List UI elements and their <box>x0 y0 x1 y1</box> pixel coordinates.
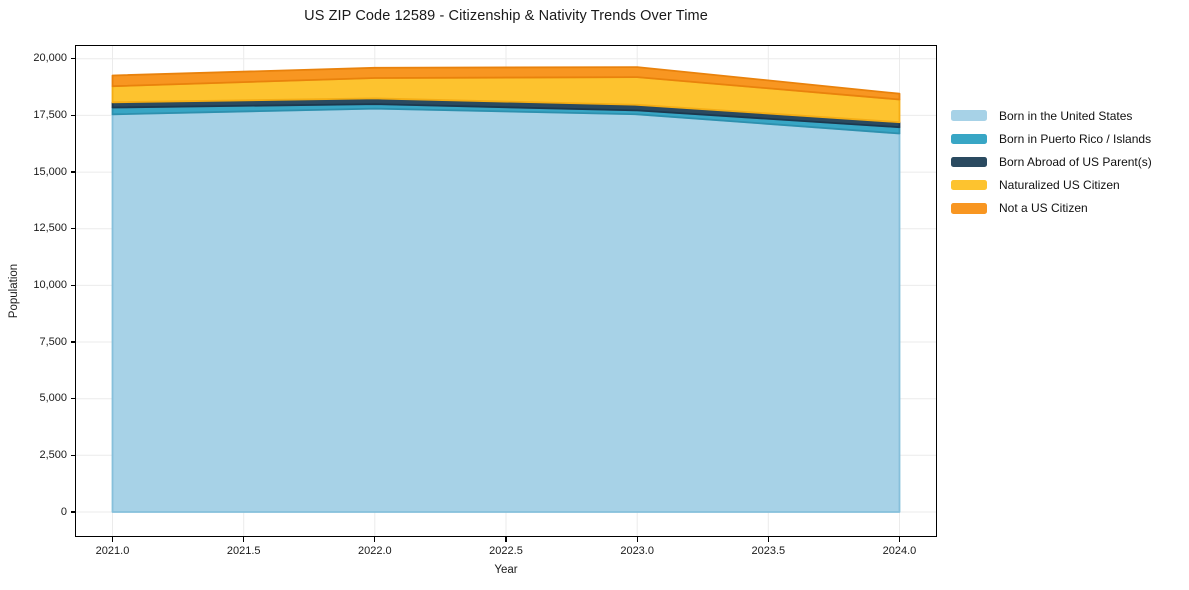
y-tick-label: 2,500 <box>39 448 67 461</box>
x-tick-label: 2022.0 <box>358 545 392 557</box>
area-not-a-us-citizen <box>111 66 901 101</box>
y-tick-mark <box>70 58 75 60</box>
legend-label: Naturalized US Citizen <box>999 178 1120 193</box>
legend-item-naturalized-us-citizen: Naturalized US Citizen <box>951 174 1152 197</box>
y-tick-label: 10,000 <box>33 278 67 291</box>
y-tick-mark <box>70 228 75 230</box>
x-tick-label: 2024.0 <box>882 545 917 557</box>
legend-item-born-abroad-of-us-parent-s: Born Abroad of US Parent(s) <box>951 150 1152 173</box>
y-tick-label: 5,000 <box>39 392 67 405</box>
x-tick-label: 2023.0 <box>620 545 654 557</box>
legend-item-born-in-puerto-rico-islands: Born in Puerto Rico / Islands <box>951 127 1152 150</box>
legend-label: Not a US Citizen <box>999 201 1088 216</box>
y-tick-label: 15,000 <box>33 165 67 178</box>
x-tick-mark <box>243 537 245 542</box>
y-axis-label: Population <box>8 263 20 319</box>
x-tick-mark <box>898 537 901 542</box>
legend: Born in the United States Born in Puerto … <box>951 104 1152 220</box>
x-tick-label: 2022.5 <box>489 545 523 557</box>
y-tick-mark <box>70 284 75 286</box>
stacked-area-chart <box>75 45 937 537</box>
y-tick-label: 17,500 <box>33 108 67 121</box>
x-tick-label: 2021.5 <box>226 545 261 557</box>
legend-swatch-icon <box>951 156 987 168</box>
y-tick-label: 7,500 <box>39 335 67 348</box>
y-tick-mark <box>70 398 75 400</box>
legend-swatch-icon <box>951 133 987 145</box>
y-tick-mark <box>70 114 75 116</box>
x-axis-label: Year <box>494 564 518 576</box>
legend-swatch-icon <box>951 179 987 191</box>
legend-swatch-icon <box>951 110 987 121</box>
x-tick-mark <box>505 537 507 542</box>
y-tick-mark <box>70 171 75 173</box>
legend-label: Born Abroad of US Parent(s) <box>999 154 1152 169</box>
y-tick-mark <box>70 341 75 343</box>
x-tick-label: 2021.0 <box>95 545 130 557</box>
legend-label: Born in the United States <box>999 108 1133 123</box>
legend-label: Born in Puerto Rico / Islands <box>999 131 1152 146</box>
legend-item-not-a-us-citizen: Not a US Citizen <box>951 197 1152 220</box>
x-tick-mark <box>374 537 376 542</box>
x-tick-mark <box>636 537 638 542</box>
y-tick-mark <box>70 454 75 456</box>
y-tick-label: 20,000 <box>33 52 67 65</box>
x-tick-mark <box>767 537 769 542</box>
y-tick-mark <box>70 511 75 513</box>
legend-item-born-in-the-united-states: Born in the United States <box>951 104 1152 127</box>
y-tick-label: 0 <box>60 505 67 518</box>
x-tick-label: 2023.5 <box>751 545 786 557</box>
legend-swatch-icon <box>951 203 987 214</box>
area-born-in-the-united-states <box>111 107 901 513</box>
x-tick-mark <box>111 537 114 542</box>
chart-title: US ZIP Code 12589 - Citizenship & Nativi… <box>304 8 708 24</box>
y-tick-label: 12,500 <box>33 222 67 235</box>
plot-area <box>75 45 937 537</box>
